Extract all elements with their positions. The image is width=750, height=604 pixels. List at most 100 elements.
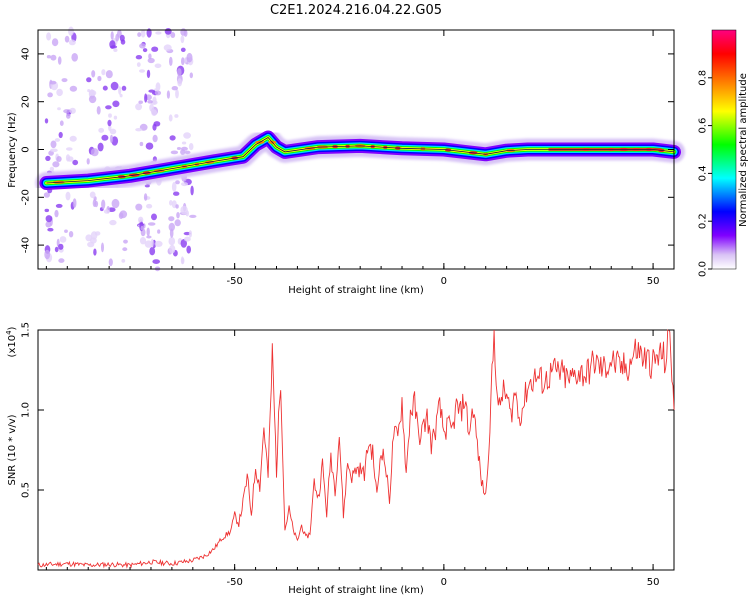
noise-speck [64,229,68,233]
noise-speck [45,155,51,161]
noise-speck [157,229,161,234]
noise-speck [163,44,172,51]
spectrogram-ticks: -50 0 50 -40 -20 0 20 40 [21,30,675,287]
noise-speck [169,200,173,206]
noise-speck [49,80,57,85]
noise-speck [88,95,97,104]
noise-speck [101,242,104,253]
colorbar-tick-label: 0.6 [698,118,709,134]
noise-speck [110,81,119,91]
noise-speck [189,214,197,218]
spectrogram-y-tick-label: 0 [21,146,32,152]
noise-speck [154,90,162,96]
noise-speck [103,209,110,214]
noise-speck [123,239,128,244]
noise-speck [174,114,179,118]
noise-speck [56,88,63,97]
noise-speck [44,249,51,260]
noise-speck [146,203,153,209]
noise-speck [140,29,146,38]
noise-speck [98,127,105,133]
noise-speck [91,70,96,78]
noise-speck [184,236,191,242]
noise-speck [94,200,99,208]
noise-speck [54,138,61,142]
noise-speck [119,34,125,42]
noise-speck [86,77,92,83]
noise-speck [169,56,173,66]
noise-speck [44,118,49,124]
noise-speck [102,85,108,91]
colorbar-tick-label: 0.0 [698,261,709,277]
noise-speck [138,100,143,104]
snr-x-tick-label: 50 [647,577,660,588]
noise-speck [146,69,151,79]
noise-speck [66,147,73,151]
snr-x-tick-label: -50 [226,577,242,588]
noise-speck [105,105,112,110]
colorbar-gradient [711,29,737,270]
noise-speck [113,115,118,120]
noise-speck [170,32,176,38]
noise-speck [47,227,54,232]
noise-speck [57,107,61,111]
noise-speck [52,161,60,168]
noise-speck [93,248,97,256]
noise-speck [136,62,141,67]
noise-speck [180,205,188,215]
noise-speck [186,52,193,63]
noise-speck [51,38,59,47]
noise-speck [184,57,188,63]
noise-speck [181,257,185,264]
spectrogram-y-tick-label: 40 [21,48,32,61]
spectrogram-x-tick-label: -50 [226,276,242,287]
noise-speck [143,193,148,201]
noise-speck [96,106,101,115]
spectrogram-x-axis-label: Height of straight line (km) [288,285,424,296]
noise-speck [59,120,64,126]
noise-speck [181,182,188,187]
noise-speck [148,53,152,60]
colorbar: 0.0 0.2 0.4 0.6 0.8 Normalized spectral ampl… [698,29,749,277]
noise-speck [69,135,77,142]
noise-speck [155,31,162,35]
noise-speck [105,70,113,79]
noise-speck [168,237,176,246]
noise-speck [152,134,158,143]
noise-speck [181,57,185,66]
noise-speck [90,148,99,157]
noise-speck [66,113,71,119]
colorbar-label: Normalized spectral amplitude [738,73,749,227]
spectrogram-y-tick-label: 20 [21,95,32,108]
noise-speck [180,47,186,52]
noise-speck [189,72,193,79]
snr-y-tick-label: 1.5 [21,322,32,338]
noise-speck [72,198,77,208]
noise-speck [183,132,192,139]
noise-speck [47,92,53,98]
noise-speck [175,204,179,209]
noise-speck [169,244,176,254]
noise-speck [180,35,185,44]
snr-y-tick-label: 0.5 [21,482,32,498]
noise-speck [65,154,71,162]
noise-speck [147,222,156,226]
noise-speck [69,85,78,92]
noise-speck [176,147,182,150]
noise-speck [145,142,154,150]
noise-speck [166,90,170,99]
spectrogram-panel: -50 0 50 -40 -20 0 20 40 Height of straight lin… [7,26,685,296]
colorbar-tick-label: 0.2 [698,213,709,229]
noise-speck [122,247,128,252]
noise-speck [151,213,157,221]
noise-speck [46,55,52,59]
noise-speck [144,93,148,103]
noise-speck [97,75,102,82]
snr-x-axis-label: Height of straight line (km) [288,585,424,596]
noise-speck [149,103,155,112]
noise-speck [152,123,157,131]
noise-speck [121,259,126,263]
noise-speck [108,258,113,267]
noise-speck [45,215,53,223]
noise-speck [180,239,187,248]
